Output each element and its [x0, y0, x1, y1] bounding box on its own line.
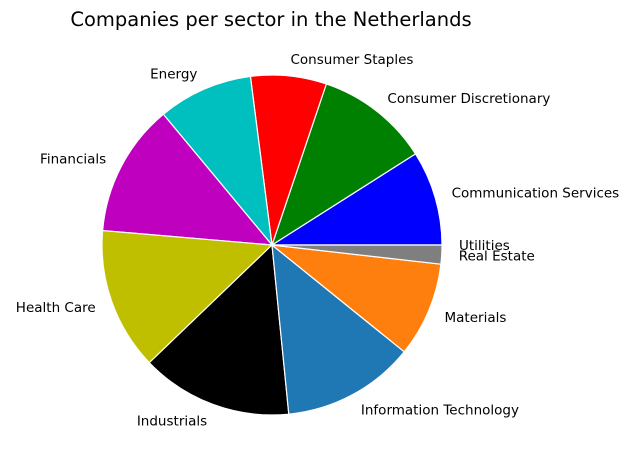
pie-slice-label-financials: Financials	[40, 151, 106, 167]
pie-slice-energy	[162, 75, 273, 246]
pie-slice-label-consumer-staples: Consumer Staples	[291, 52, 414, 68]
pie-slice-label-industrials: Industrials	[137, 413, 207, 429]
pie-slice-label-information-technology: Information Technology	[361, 402, 519, 418]
pie-slice-materials	[271, 244, 442, 353]
pie-slice-label-utilities: Utilities	[459, 238, 510, 254]
pie-slice-label-real-estate: Real Estate	[459, 248, 535, 264]
pie-slice-financials	[102, 113, 273, 246]
pie-slice-health-care	[101, 229, 273, 364]
chart-title: Companies per sector in the Netherlands	[70, 8, 472, 31]
pie-slice-real-estate	[271, 244, 443, 265]
pie-slice-label-energy: Energy	[150, 66, 197, 82]
pie-slice-label-health-care: Health Care	[16, 300, 96, 316]
pie-slice-consumer-discretionary	[271, 83, 417, 246]
pie-slice-label-consumer-discretionary: Consumer Discretionary	[387, 91, 550, 107]
pie-slice-label-materials: Materials	[445, 310, 507, 326]
pie-slice-label-communication-services: Communication Services	[452, 186, 620, 202]
pie-slice-information-technology	[271, 244, 405, 415]
pie-slice-communication-services	[271, 153, 443, 246]
pie-slice-industrials	[148, 244, 290, 416]
